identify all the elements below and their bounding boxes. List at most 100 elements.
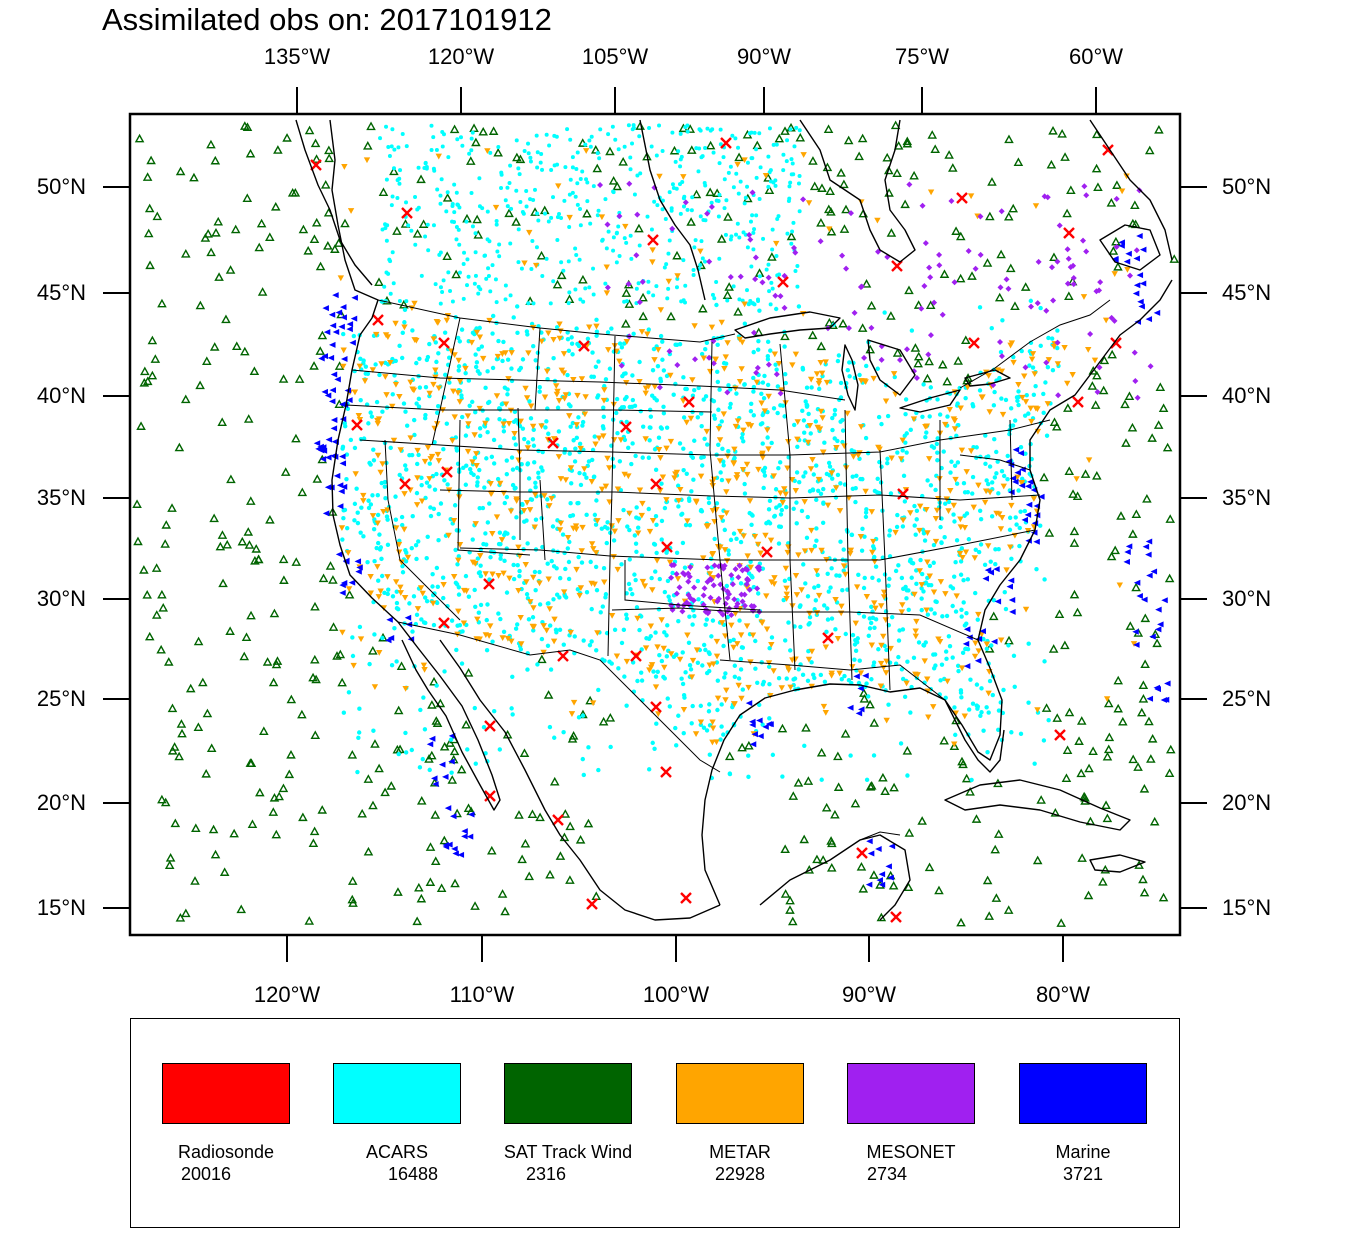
marine-marker: [875, 846, 882, 853]
metar-marker: [739, 466, 747, 473]
acars-marker: [440, 575, 446, 580]
sat-track-wind-marker: [332, 651, 342, 660]
acars-marker: [730, 133, 735, 138]
sat-track-wind-marker: [449, 124, 460, 134]
acars-marker: [838, 419, 843, 424]
left-lat-label: 15°N: [36, 895, 86, 920]
acars-marker: [651, 293, 656, 298]
sat-track-wind-marker: [472, 214, 482, 224]
mesonet-marker: [1054, 339, 1061, 346]
metar-marker: [853, 584, 861, 591]
acars-marker: [750, 575, 755, 580]
acars-marker: [724, 583, 730, 589]
acars-marker: [531, 301, 536, 306]
acars-marker: [530, 615, 536, 620]
marine-marker: [876, 877, 883, 884]
acars-marker: [1023, 451, 1028, 456]
acars-marker: [764, 267, 769, 272]
acars-marker: [567, 192, 572, 197]
sat-track-wind-marker: [308, 838, 319, 848]
acars-marker: [526, 301, 531, 306]
metar-marker: [450, 388, 457, 395]
marine-marker: [1012, 478, 1019, 485]
acars-marker: [367, 661, 372, 667]
marine-marker: [330, 425, 338, 432]
acars-marker: [509, 455, 515, 460]
mesonet-marker: [714, 598, 721, 605]
sat-track-wind-marker: [723, 212, 733, 221]
acars-marker: [442, 669, 447, 674]
acars-marker: [950, 655, 955, 660]
marine-marker: [315, 445, 322, 452]
acars-marker: [459, 414, 465, 420]
sat-track-wind-marker: [201, 768, 211, 778]
mesonet-marker: [765, 361, 772, 368]
acars-marker: [638, 171, 643, 176]
acars-marker: [524, 518, 529, 523]
sat-track-wind-marker: [488, 126, 499, 135]
acars-marker: [614, 410, 619, 416]
sat-track-wind-marker: [866, 780, 877, 790]
acars-marker: [718, 127, 723, 132]
sat-track-wind-marker: [145, 260, 155, 270]
metar-marker: [951, 741, 958, 748]
metar-marker: [710, 575, 717, 581]
acars-marker: [778, 512, 784, 517]
acars-marker: [678, 164, 683, 169]
acars-marker: [572, 634, 577, 639]
sat-track-wind-marker: [924, 356, 934, 366]
metar-marker: [952, 710, 959, 717]
acars-marker: [536, 475, 541, 480]
sat-track-wind-marker: [144, 203, 155, 213]
sat-track-wind-marker: [429, 676, 439, 686]
legend-swatch: [162, 1063, 290, 1124]
metar-marker: [676, 656, 684, 663]
marine-marker: [334, 376, 341, 383]
metar-marker: [921, 658, 928, 665]
radiosonde-marker: [650, 478, 662, 490]
sat-track-wind-marker: [737, 742, 747, 752]
metar-marker: [684, 518, 691, 525]
sat-track-wind-marker: [1005, 263, 1016, 273]
acars-marker: [1022, 508, 1028, 514]
acars-marker: [944, 656, 949, 661]
metar-marker: [600, 397, 608, 404]
sat-track-wind-marker: [203, 228, 213, 238]
sat-track-wind-marker: [347, 876, 358, 885]
sat-track-wind-marker: [698, 303, 708, 313]
acars-marker: [942, 535, 947, 540]
acars-marker: [676, 713, 681, 718]
metar-marker: [541, 394, 549, 401]
acars-marker: [375, 493, 380, 498]
mesonet-marker: [1094, 388, 1101, 395]
marine-marker: [1133, 641, 1140, 648]
metar-marker: [347, 208, 355, 214]
acars-marker: [946, 634, 952, 639]
mesonet-marker: [1064, 280, 1071, 287]
acars-marker: [470, 224, 475, 229]
acars-marker: [475, 480, 480, 485]
acars-marker: [495, 476, 501, 482]
acars-marker: [431, 223, 436, 228]
mesonet-marker: [673, 570, 680, 577]
sat-track-wind-marker: [500, 906, 510, 916]
acars-marker: [781, 597, 786, 603]
mesonet-marker: [687, 595, 694, 602]
acars-marker: [721, 155, 726, 160]
acars-marker: [622, 144, 627, 149]
metar-marker: [636, 378, 643, 385]
acars-marker: [563, 165, 568, 170]
radiosonde-marker: [401, 207, 413, 219]
acars-marker: [646, 327, 651, 332]
metar-marker: [374, 520, 381, 527]
acars-marker: [515, 330, 520, 336]
acars-marker: [978, 454, 983, 459]
sat-track-wind-marker: [156, 644, 166, 654]
acars-marker: [576, 343, 582, 349]
acars-marker: [584, 590, 590, 595]
acars-marker: [501, 629, 507, 634]
left-lat-label: 30°N: [36, 586, 86, 611]
acars-marker: [653, 569, 658, 574]
metar-marker: [557, 476, 565, 482]
sat-track-wind-marker: [330, 244, 340, 253]
